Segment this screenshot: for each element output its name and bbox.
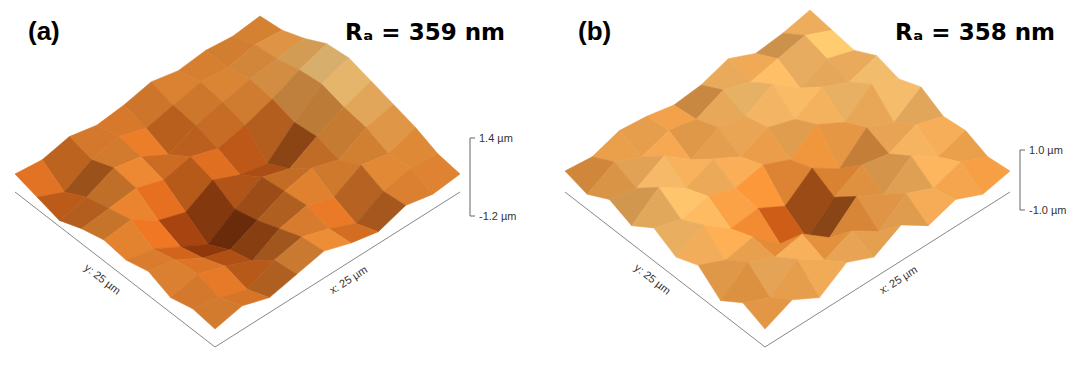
z-axis-line — [1020, 150, 1021, 210]
surface-facet — [879, 193, 928, 231]
panel: y: 25 µm x: 25 µm 1.0 µm -1.0 µm (b) Rₐ = 358… — [565, 10, 1067, 347]
z-tick — [1020, 210, 1025, 211]
surface-facet — [824, 231, 874, 262]
surface-facet — [15, 160, 64, 197]
y-axis-label: y: 25 µm — [82, 261, 123, 296]
z-tick-label: -1.2 µm — [479, 210, 517, 222]
surface-facet — [834, 165, 884, 197]
surface-facet — [938, 131, 988, 162]
surface-facet — [642, 131, 691, 160]
surface-facet — [691, 128, 741, 160]
surface-facet — [356, 191, 406, 232]
x-axis-label: x: 25 µm — [877, 263, 919, 296]
z-tick — [470, 216, 475, 217]
panel-label: (b) — [578, 16, 611, 46]
z-tick-label: -1.0 µm — [1029, 204, 1067, 216]
surface-facet — [884, 156, 933, 194]
panel-label: (a) — [28, 16, 60, 46]
surface-facet — [743, 298, 792, 329]
z-axis-line — [470, 138, 471, 216]
surface-facet — [676, 225, 726, 265]
z-tick — [1020, 150, 1025, 151]
y-axis-label: y: 25 µm — [632, 261, 673, 296]
surface-facet — [795, 87, 844, 125]
surface-facet — [637, 156, 686, 188]
z-tick — [470, 138, 475, 139]
roughness-annotation: Rₐ = 359 nm — [345, 19, 505, 45]
surface-facet — [770, 259, 819, 300]
surface-facet — [721, 262, 770, 303]
surface-facet — [844, 84, 894, 128]
surface — [15, 16, 460, 329]
z-tick-label: 1.0 µm — [1029, 144, 1063, 156]
y-axis-line — [15, 192, 215, 347]
z-tick-label: 1.4 µm — [479, 132, 513, 144]
surface-facet — [592, 131, 642, 162]
panel: y: 25 µm x: 25 µm 1.4 µm -1.2 µm (a) Rₐ = 359… — [15, 16, 517, 347]
surface-facet — [775, 234, 824, 260]
x-axis-label: x: 25 µm — [327, 263, 369, 296]
figure: y: 25 µm x: 25 µm 1.4 µm -1.2 µm (a) Rₐ = 359… — [0, 0, 1086, 378]
surface-facet — [889, 125, 938, 157]
surface-facet — [790, 125, 839, 169]
surface-facet — [849, 56, 899, 84]
surface — [565, 10, 1010, 329]
surface-facet — [193, 298, 242, 329]
roughness-annotation: Rₐ = 358 nm — [895, 19, 1055, 45]
